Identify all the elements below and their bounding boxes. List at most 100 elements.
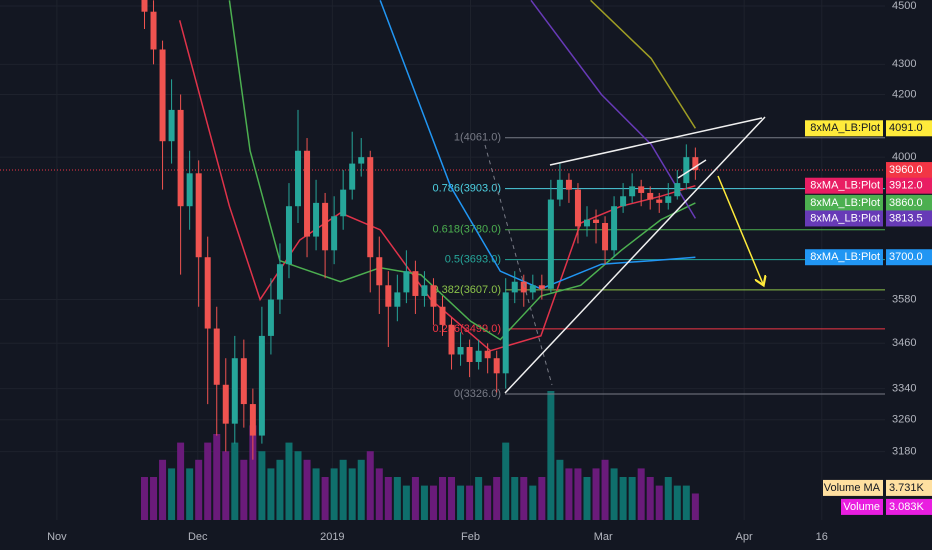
label-value: 3.731K [889, 482, 925, 494]
volume-bar [502, 442, 510, 520]
candle-body [322, 202, 329, 251]
candle-body [484, 350, 491, 359]
candle-body [593, 219, 600, 223]
volume-bar [493, 477, 501, 520]
candle-body [403, 271, 410, 293]
candle-body [430, 285, 437, 307]
target-arrow [717, 175, 763, 284]
volume-bar [411, 477, 419, 520]
candle-body [231, 358, 238, 424]
candle-body [629, 186, 636, 197]
y-tick-label: 3340 [892, 383, 916, 395]
volume-bar [222, 451, 230, 520]
volume-bar [140, 477, 148, 520]
candle-body [556, 179, 563, 200]
volume-bar [267, 468, 275, 520]
candle-body [285, 206, 292, 265]
label-name-box [823, 479, 883, 496]
candle-body [439, 306, 446, 325]
wedge-upper [549, 117, 763, 166]
candle-body [538, 285, 545, 289]
candle-body [213, 328, 220, 385]
volume-bar [682, 485, 690, 520]
volume-bar [466, 485, 474, 520]
label-value: 4091.0 [889, 122, 923, 134]
candle-body [367, 157, 374, 258]
y-tick-label: 3260 [892, 414, 916, 426]
candle-body [358, 157, 365, 164]
candle-body [656, 199, 663, 203]
candle-body [385, 285, 392, 307]
candle-body [141, 0, 148, 12]
volume-bar [565, 468, 573, 520]
label-name: Volume [843, 501, 880, 513]
volume-bar [538, 477, 546, 520]
candle-body [240, 358, 247, 405]
volume-bar [240, 459, 248, 520]
label-name-box [841, 498, 883, 515]
candle-body [565, 179, 572, 190]
label-value-box [886, 194, 932, 211]
candle-layer [141, 0, 699, 460]
volume-bar [393, 477, 401, 520]
volume-bar [159, 459, 167, 520]
volume-bar [529, 485, 537, 520]
candle-body [295, 150, 302, 207]
volume-bar [420, 485, 428, 520]
candle-body [222, 384, 229, 424]
volume-bar [294, 451, 302, 520]
volume-bar [402, 485, 410, 520]
candle-body [692, 157, 699, 171]
volume-bar [610, 468, 618, 520]
candle-body [638, 186, 645, 193]
x-tick-label: Dec [188, 531, 208, 543]
candle-body [421, 285, 428, 296]
label-name-box [805, 120, 883, 137]
y-tick-label: 4200 [892, 88, 916, 100]
volume-bar [321, 477, 329, 520]
candle-body [620, 196, 627, 207]
fib-label: 1(4061.0) [454, 132, 501, 144]
label-name: Volume MA [824, 482, 881, 494]
x-tick-label: Nov [47, 531, 67, 543]
volume-bar [583, 477, 591, 520]
candle-body [683, 157, 690, 184]
candle-body [313, 202, 320, 237]
volume-bar [655, 485, 663, 520]
x-tick-label: Apr [736, 531, 753, 543]
volume-bar [195, 459, 203, 520]
candle-body [547, 199, 554, 289]
volume-bar [276, 459, 284, 520]
candle-body [150, 11, 157, 50]
volume-bar [520, 477, 528, 520]
candle-body [457, 347, 464, 355]
candle-body [647, 192, 654, 200]
label-name: 8xMA_LB:Plot [810, 122, 880, 134]
candle-body [529, 285, 536, 293]
label-value: 3960.0 [889, 164, 923, 176]
fib-label: 0(3326.0) [454, 388, 501, 400]
volume-bar [357, 459, 365, 520]
candle-body [168, 109, 175, 142]
axes: 3180 3260 3340 3460 3580 4000 4200 4300 4500 Nov D… [47, 0, 932, 543]
candle-body [340, 189, 347, 217]
volume-bar [177, 442, 185, 520]
volume-bar [646, 477, 654, 520]
volume-bar [628, 477, 636, 520]
x-tick-label: 16 [816, 531, 828, 543]
candle-body [520, 281, 527, 293]
moving-average [530, 0, 697, 219]
volume-bar [348, 468, 356, 520]
candle-body [583, 219, 590, 227]
volume-bar [475, 477, 483, 520]
label-name: 8xMA_LB:Plot [810, 180, 880, 192]
volume-layer [140, 391, 699, 520]
candle-body [177, 109, 184, 207]
candle-body [376, 257, 383, 286]
candle-body [412, 271, 419, 296]
fib-label: 0.786(3903.0) [433, 183, 502, 195]
candle-body [186, 173, 193, 207]
y-tick-label: 3580 [892, 293, 916, 305]
